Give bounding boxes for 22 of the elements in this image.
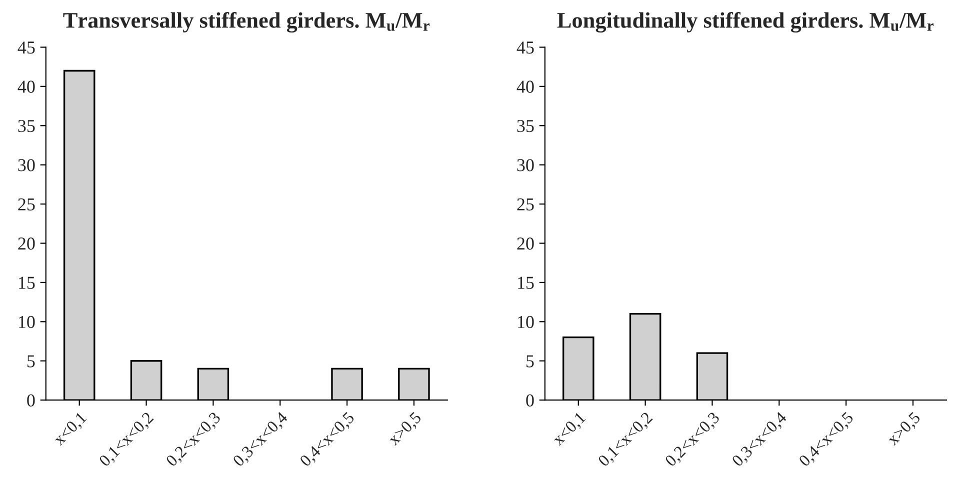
y-tick-label: 5: [526, 355, 534, 368]
chart-title: Transversally stiffened girders. M$_{u}$/M$_{r}$: [63, 12, 430, 33]
y-tick-label: 20: [517, 238, 534, 250]
y-tick-label: 45: [516, 42, 534, 54]
chart-title: Longitudinally stiffened girders. M$_{u}$/M$_{r}$: [557, 12, 934, 33]
y-tick-label: 15: [518, 276, 534, 289]
y-tick-label: 40: [18, 80, 35, 93]
y-tick-label: 15: [19, 276, 35, 289]
y-tick-label: 20: [18, 238, 35, 250]
y-tick-label: 25: [517, 198, 534, 210]
y-tick-label: 30: [18, 159, 35, 172]
y-tick-label: 35: [517, 120, 534, 132]
y-tick-label: 0: [27, 394, 35, 407]
y-tick-label: 25: [18, 198, 35, 210]
y-tick-label: 10: [518, 316, 534, 328]
y-tick-label: 45: [18, 42, 35, 54]
y-tick-label: 35: [18, 120, 35, 132]
y-tick-label: 0: [526, 394, 534, 407]
y-tick-label: 10: [19, 316, 35, 328]
y-tick-label: 40: [516, 80, 534, 93]
y-tick-label: 30: [517, 159, 534, 172]
y-tick-label: 5: [27, 355, 35, 368]
